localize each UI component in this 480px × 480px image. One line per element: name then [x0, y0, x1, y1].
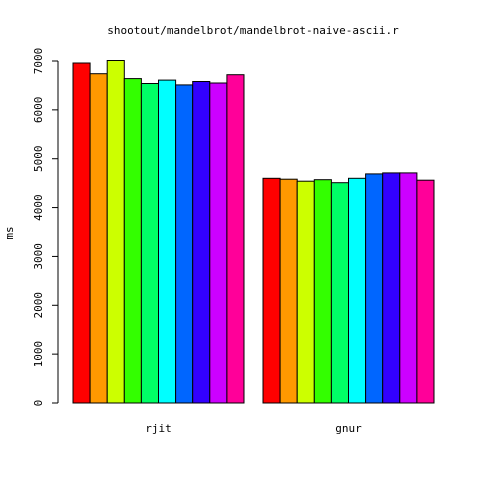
y-tick-label: 3000 [32, 243, 45, 270]
x-axis-labels: rjit gnur [145, 422, 362, 435]
bar [348, 177, 367, 404]
bar [158, 79, 177, 404]
bar [226, 74, 245, 404]
y-axis: 0 1000 2000 3000 4000 5000 6000 7000 [32, 48, 59, 407]
bar-group-rjit [72, 60, 245, 404]
bar [209, 82, 228, 404]
bar [106, 60, 125, 404]
bar [140, 83, 159, 404]
x-category-label: gnur [335, 422, 362, 435]
bar [399, 172, 418, 404]
bar [330, 182, 349, 404]
bar [365, 173, 384, 404]
bar [279, 178, 298, 404]
y-tick-label: 5000 [32, 145, 45, 172]
bar [89, 73, 108, 404]
bars [72, 60, 435, 404]
bar [313, 179, 332, 404]
y-tick-label: 0 [32, 400, 45, 407]
x-category-label: rjit [145, 422, 172, 435]
bar [192, 81, 211, 404]
bar [72, 62, 91, 404]
bar [175, 84, 194, 404]
bar-group-gnur [262, 172, 435, 404]
y-tick-label: 7000 [32, 48, 45, 75]
chart-title: shootout/mandelbrot/mandelbrot-naive-asc… [107, 24, 399, 37]
bar [382, 172, 401, 404]
bar [416, 179, 435, 404]
y-tick-label: 6000 [32, 97, 45, 124]
y-tick-label: 1000 [32, 341, 45, 368]
bar [123, 78, 142, 404]
y-tick-label: 2000 [32, 292, 45, 319]
bar [262, 177, 281, 404]
bar [296, 180, 315, 404]
y-tick-label: 4000 [32, 194, 45, 221]
y-axis-label: ms [3, 226, 16, 239]
